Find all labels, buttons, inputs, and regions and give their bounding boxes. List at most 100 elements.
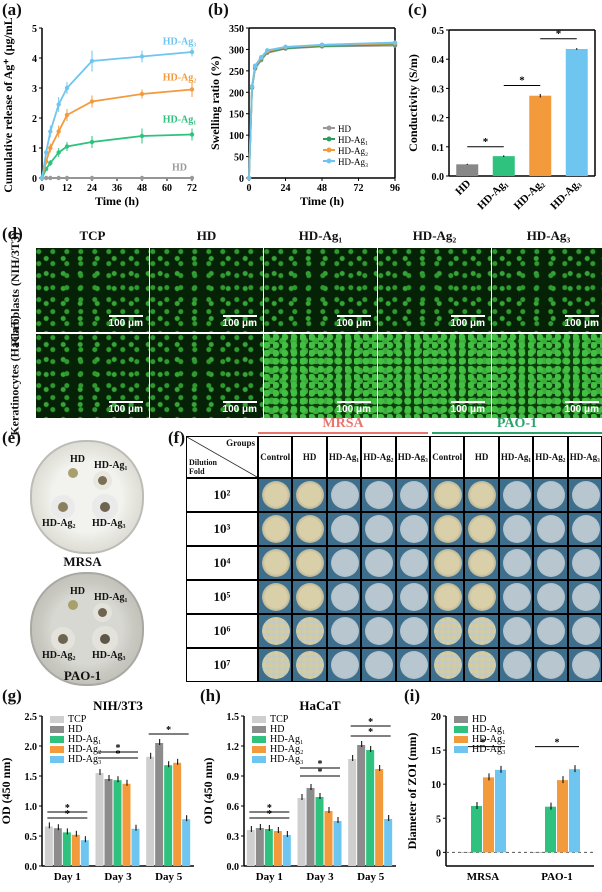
sig-star: * bbox=[519, 74, 525, 86]
culture-plate bbox=[468, 481, 497, 509]
bar bbox=[80, 840, 89, 866]
x-tick-label: HD-Ag₁ bbox=[475, 178, 510, 213]
sig-star: * bbox=[267, 809, 272, 820]
data-point bbox=[56, 150, 61, 155]
x-tick-label: 24 bbox=[87, 183, 97, 194]
x-tick-label: Day 1 bbox=[256, 871, 283, 883]
culture-plate bbox=[399, 481, 428, 509]
plate-cell bbox=[464, 614, 499, 648]
dilution-label: 10⁵ bbox=[186, 580, 258, 614]
plate-label-hd-ag1: HD-Ag₁ bbox=[94, 460, 128, 471]
culture-plate bbox=[571, 515, 600, 543]
culture-plate bbox=[296, 651, 325, 679]
legend-swatch bbox=[252, 736, 266, 743]
panel-label-a: (a) bbox=[2, 0, 22, 19]
legend-swatch bbox=[454, 726, 468, 733]
fluorescence-image: 100 μm bbox=[150, 334, 263, 418]
plate-cell bbox=[567, 580, 602, 614]
y-tick-label: 100 bbox=[229, 131, 244, 142]
x-tick-label: 0 bbox=[247, 183, 252, 194]
legend-label: TCP bbox=[68, 714, 87, 725]
bar bbox=[492, 156, 515, 176]
chart-title: NIH/3T3 bbox=[93, 700, 143, 713]
data-point bbox=[139, 54, 145, 59]
data-point bbox=[48, 129, 53, 134]
sig-star: * bbox=[483, 136, 489, 148]
x-tick-label: 0 bbox=[40, 183, 45, 194]
bar bbox=[53, 828, 62, 866]
culture-plate bbox=[468, 583, 497, 611]
legend-swatch bbox=[50, 716, 64, 723]
plate-cell bbox=[361, 478, 396, 512]
plate-mrsa: HD HD-Ag₁ HD-Ag₂ HD-Ag₃ bbox=[30, 440, 144, 554]
group-header-mrsa: MRSA bbox=[258, 416, 428, 434]
bar bbox=[122, 783, 131, 866]
y-axis-title: Swelling ratio (%) bbox=[208, 56, 222, 150]
y-tick-label: 0.6 bbox=[227, 802, 240, 813]
y-tick-label: 0 bbox=[436, 848, 441, 859]
panel-label-d: (d) bbox=[2, 224, 23, 243]
legend-label: HD-Ag₁ bbox=[270, 734, 303, 745]
plate-label-hd: HD bbox=[70, 454, 85, 465]
x-tick-label: 48 bbox=[317, 183, 327, 194]
bar bbox=[315, 797, 324, 866]
culture-plate bbox=[537, 651, 566, 679]
group-column-header: HD-Ag₁ bbox=[326, 436, 362, 478]
legend-label: HD bbox=[270, 724, 284, 735]
y-tick-label: 2 bbox=[32, 114, 37, 125]
plate-label-hd-ag2: HD-Ag₂ bbox=[42, 518, 76, 529]
data-point bbox=[64, 112, 70, 118]
bar bbox=[282, 835, 291, 866]
x-tick-label: Day 3 bbox=[104, 871, 132, 883]
dilution-label: 10² bbox=[186, 478, 258, 512]
culture-plate bbox=[262, 583, 290, 611]
bar bbox=[471, 806, 482, 853]
bar bbox=[557, 780, 568, 853]
y-tick-label: 4 bbox=[32, 54, 37, 65]
scale-bar: 100 μm bbox=[109, 401, 143, 415]
plate-label-hd-ag2: HD-Ag₂ bbox=[42, 650, 76, 661]
fluorescence-image: 100 μm bbox=[378, 248, 491, 332]
plate-cell bbox=[292, 512, 327, 546]
x-tick-label: 24 bbox=[281, 183, 291, 194]
culture-plate bbox=[468, 651, 497, 679]
scale-bar: 100 μm bbox=[565, 315, 599, 329]
x-tick-label: 72 bbox=[354, 183, 364, 194]
series-label: HD bbox=[172, 163, 187, 174]
data-point bbox=[139, 91, 145, 97]
disc-hd-ag1 bbox=[98, 476, 107, 485]
culture-plate bbox=[399, 515, 428, 543]
plate-cell bbox=[395, 580, 430, 614]
plate-cell bbox=[326, 512, 362, 546]
group-column-header: HD-Ag₃ bbox=[567, 436, 602, 478]
plate-cell bbox=[498, 478, 534, 512]
series-line bbox=[41, 133, 193, 179]
plate-cell bbox=[533, 546, 568, 580]
scale-bar: 100 μm bbox=[223, 315, 257, 329]
plate-cell bbox=[326, 546, 362, 580]
corner-cell: Groups Dilution Fold bbox=[186, 436, 258, 478]
sig-star: * bbox=[116, 749, 121, 760]
plate-cell bbox=[533, 614, 568, 648]
data-point bbox=[48, 145, 53, 151]
culture-plate bbox=[365, 515, 394, 543]
data-point bbox=[48, 175, 53, 181]
data-point bbox=[56, 129, 61, 134]
legend-swatch bbox=[454, 736, 468, 743]
legend-label: HD-Ag₁ bbox=[68, 734, 101, 745]
legend-label: HD-Ag₁ bbox=[338, 135, 368, 145]
disc-hd-ag3 bbox=[100, 634, 110, 644]
bar bbox=[104, 779, 113, 866]
series-line bbox=[248, 44, 396, 179]
panel-label-f: (f) bbox=[168, 428, 185, 447]
sig-star: * bbox=[368, 727, 373, 738]
plate-cell bbox=[258, 512, 293, 546]
dilution-label: 10⁷ bbox=[186, 648, 258, 682]
series-label: HD-Ag₃ bbox=[163, 37, 197, 48]
bar bbox=[146, 756, 155, 866]
culture-plate bbox=[365, 481, 394, 509]
plate-cell bbox=[361, 512, 396, 546]
bar bbox=[357, 745, 366, 866]
row-label-kera: Keratinocytes (HaCaT) bbox=[0, 315, 30, 435]
